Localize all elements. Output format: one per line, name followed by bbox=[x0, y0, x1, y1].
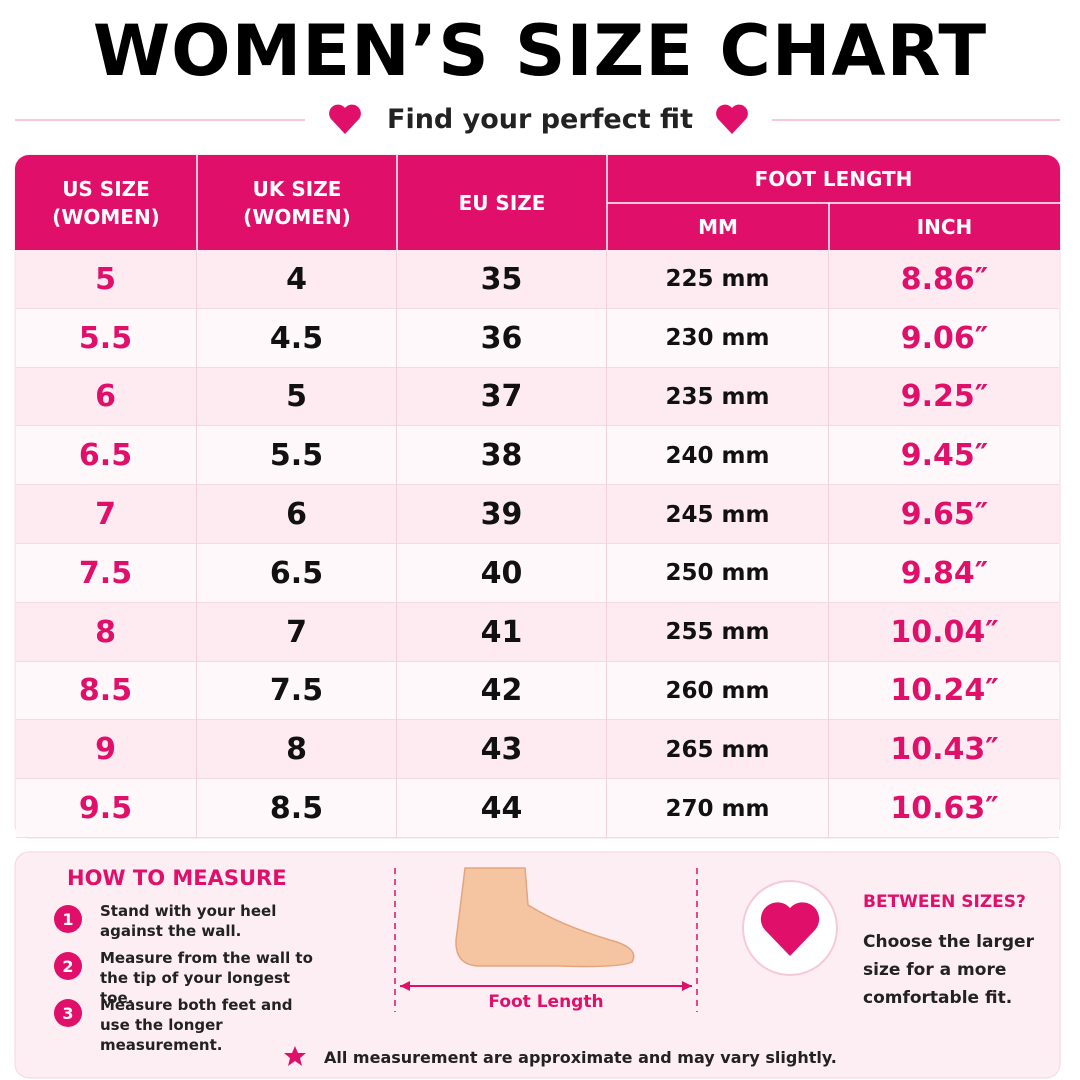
cell: 225 mm bbox=[607, 250, 829, 309]
cell: 5 bbox=[15, 250, 197, 309]
cell: 10.04″ bbox=[890, 614, 999, 650]
cell: 6 bbox=[15, 367, 197, 427]
cell: 240 mm bbox=[607, 426, 829, 486]
step-number: 3 bbox=[62, 1003, 74, 1023]
cell: 6 bbox=[197, 485, 397, 544]
row-bg bbox=[16, 661, 1059, 721]
column-header: US SIZE (WOMEN) bbox=[15, 155, 197, 250]
cell: 43 bbox=[397, 720, 607, 780]
cell: 5.5 bbox=[15, 308, 197, 368]
cell: 8.5 bbox=[15, 661, 197, 721]
cell: 265 mm bbox=[607, 720, 829, 780]
cell: 8 bbox=[15, 602, 197, 662]
cell: 6.5 bbox=[197, 544, 397, 603]
measure-title: HOW TO MEASURE bbox=[67, 866, 287, 890]
cell: 38 bbox=[397, 426, 607, 486]
subcolumn-header: MM bbox=[698, 214, 738, 239]
row-bg bbox=[16, 426, 1059, 486]
cell: 44 bbox=[397, 779, 607, 838]
row-bg bbox=[16, 250, 1059, 309]
step-text: Measure both feet and use the longer mea… bbox=[100, 996, 293, 1054]
cell: 39 bbox=[397, 485, 607, 544]
cell: 9.06″ bbox=[900, 320, 989, 356]
row-bg bbox=[16, 720, 1059, 780]
row-bg bbox=[16, 779, 1059, 838]
step-text: Measure from the wall to the tip of your… bbox=[100, 949, 313, 1007]
cell: 5 bbox=[197, 367, 397, 427]
cell: 4 bbox=[197, 250, 397, 309]
cell: 40 bbox=[397, 544, 607, 603]
cell: 42 bbox=[397, 661, 607, 721]
row-bg bbox=[16, 544, 1059, 603]
cell: 9 bbox=[15, 720, 197, 780]
cell: 10.63″ bbox=[890, 791, 999, 827]
note: All measurement are approximate and may … bbox=[324, 1048, 837, 1067]
column-header: EU SIZE bbox=[397, 155, 607, 250]
header-text: UK SIZE (WOMEN) bbox=[243, 176, 351, 229]
row-bg bbox=[16, 367, 1059, 427]
subtitle: Find your perfect fit bbox=[387, 104, 693, 135]
cell: 9.65″ bbox=[900, 497, 989, 533]
cell: 41 bbox=[397, 602, 607, 662]
cell: 10.24″ bbox=[890, 673, 999, 709]
cell: 6.5 bbox=[15, 426, 197, 486]
cell: 7.5 bbox=[197, 661, 397, 721]
cell: 250 mm bbox=[607, 544, 829, 603]
subcolumn-header: INCH bbox=[916, 214, 973, 239]
between-text: Choose the larger size for a more comfor… bbox=[863, 932, 1034, 1008]
cell: 5.5 bbox=[197, 426, 397, 486]
cell: 9.5 bbox=[15, 779, 197, 838]
cell: 8 bbox=[197, 720, 397, 780]
cell: 270 mm bbox=[607, 779, 829, 838]
group-header: FOOT LENGTH bbox=[754, 167, 913, 191]
cell: 7 bbox=[197, 602, 397, 662]
cell: 255 mm bbox=[607, 602, 829, 662]
cell: 8.5 bbox=[197, 779, 397, 838]
row-bg bbox=[16, 308, 1059, 368]
cell: 37 bbox=[397, 367, 607, 427]
step-text: Stand with your heel against the wall. bbox=[100, 902, 277, 940]
header-text: EU SIZE bbox=[458, 190, 546, 215]
cell: 7.5 bbox=[15, 544, 197, 603]
step-number: 2 bbox=[62, 956, 74, 976]
step-number: 1 bbox=[62, 909, 74, 929]
between-title: BETWEEN SIZES? bbox=[863, 892, 1026, 912]
cell: 230 mm bbox=[607, 308, 829, 368]
cell: 7 bbox=[15, 485, 197, 544]
cell: 36 bbox=[397, 308, 607, 368]
title: WOMEN’S SIZE CHART bbox=[92, 10, 988, 92]
cell: 9.45″ bbox=[900, 438, 989, 474]
column-header: UK SIZE (WOMEN) bbox=[197, 155, 397, 250]
cell: 35 bbox=[397, 250, 607, 309]
cell: 10.43″ bbox=[890, 732, 999, 768]
cell: 235 mm bbox=[607, 367, 829, 427]
header-text: US SIZE (WOMEN) bbox=[52, 176, 160, 229]
row-bg bbox=[16, 602, 1059, 662]
cell: 245 mm bbox=[607, 485, 829, 544]
cell: 9.84″ bbox=[900, 555, 989, 591]
cell: 8.86″ bbox=[900, 261, 989, 297]
row-bg bbox=[16, 485, 1059, 544]
diagram-label: Foot Length bbox=[488, 992, 604, 1012]
cell: 4.5 bbox=[197, 308, 397, 368]
cell: 260 mm bbox=[607, 661, 829, 721]
cell: 9.25″ bbox=[900, 379, 989, 415]
